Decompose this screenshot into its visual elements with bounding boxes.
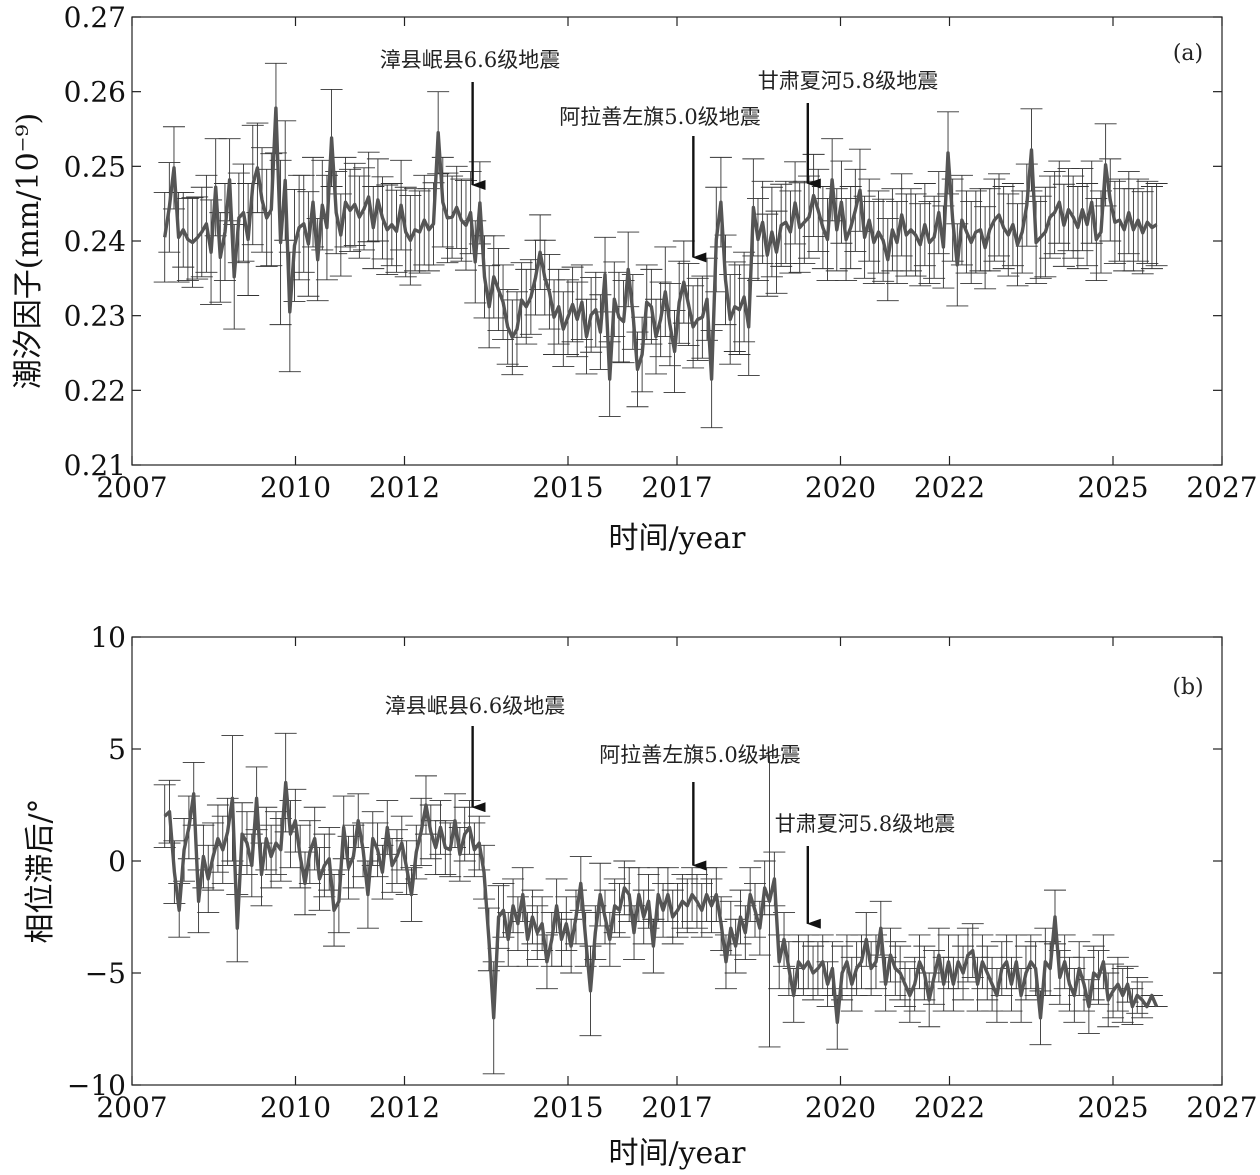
x-tick-label: 2025 xyxy=(1077,1091,1148,1124)
y-axis-title: 相位滞后/° xyxy=(23,798,58,943)
annotation-label: 阿拉善左旗5.0级地震 xyxy=(559,105,760,129)
y-tick-label: 0 xyxy=(108,845,126,878)
y-tick-label: 0.27 xyxy=(64,1,126,34)
x-tick-label: 2017 xyxy=(641,471,712,504)
y-axis-title: 潮汐因子(mm/10⁻⁹) xyxy=(11,113,46,389)
x-tick-label: 2020 xyxy=(805,1091,876,1124)
earthquake-annotation: 阿拉善左旗5.0级地震 xyxy=(559,105,761,263)
y-tick-label: 0.22 xyxy=(64,374,126,407)
x-tick-label: 2027 xyxy=(1186,1091,1257,1124)
series-line xyxy=(163,106,1158,381)
y-tick-label: 0.21 xyxy=(64,449,126,482)
x-tick-label: 2022 xyxy=(914,1091,985,1124)
x-tick-label: 2010 xyxy=(260,471,331,504)
x-tick-label: 2015 xyxy=(532,1091,603,1124)
x-tick-label: 2007 xyxy=(96,471,167,504)
x-axis-title: 时间/year xyxy=(608,1136,746,1171)
earthquake-annotation: 漳县岷县6.6级地震 xyxy=(380,48,560,190)
chart-panel-b: −10 −5 0 5 10 2007 2010 2012 2015 2017 2020 2022 202… xyxy=(23,621,1258,1171)
earthquake-annotation: 甘肃夏河5.8级地震 xyxy=(775,812,955,929)
annotation-label: 漳县岷县6.6级地震 xyxy=(380,48,560,72)
panel-label: (b) xyxy=(1172,675,1203,700)
plot-frame xyxy=(131,636,1223,1086)
x-tick-label: 2020 xyxy=(805,471,876,504)
earthquake-annotation: 漳县岷县6.6级地震 xyxy=(385,694,565,813)
x-tick-label: 2015 xyxy=(532,471,603,504)
annotation-label: 甘肃夏河5.8级地震 xyxy=(775,812,955,836)
x-axis-title: 时间/year xyxy=(608,521,746,556)
y-tick-label: 0.23 xyxy=(64,300,126,333)
annotation-label: 阿拉善左旗5.0级地震 xyxy=(599,743,800,767)
panel-label: (a) xyxy=(1173,41,1203,66)
y-tick-label: 0.25 xyxy=(64,150,126,183)
x-tick-label: 2010 xyxy=(260,1091,331,1124)
x-tick-label: 2012 xyxy=(369,1091,440,1124)
chart-panel-a: 0.21 0.22 0.23 0.24 0.25 0.26 0.27 2007 2010 2012… xyxy=(11,1,1258,556)
y-tick-label: 10 xyxy=(90,621,126,654)
y-tick-label: 5 xyxy=(108,733,126,766)
x-tick-label: 2027 xyxy=(1186,471,1257,504)
earthquake-annotation: 阿拉善左旗5.0级地震 xyxy=(599,743,801,871)
x-tick-label: 2012 xyxy=(369,471,440,504)
x-tick-label: 2017 xyxy=(641,1091,712,1124)
x-tick-label: 2007 xyxy=(96,1091,167,1124)
x-tick-label: 2025 xyxy=(1077,471,1148,504)
x-tick-label: 2022 xyxy=(914,471,985,504)
series-line xyxy=(163,780,1159,1024)
y-tick-label: −5 xyxy=(85,957,126,990)
y-tick-label: −10 xyxy=(67,1069,126,1102)
y-tick-label: 0.24 xyxy=(64,225,126,258)
annotation-label: 甘肃夏河5.8级地震 xyxy=(758,69,938,93)
y-tick-label: 0.26 xyxy=(64,76,126,109)
earthquake-annotation: 甘肃夏河5.8级地震 xyxy=(758,69,938,189)
annotation-label: 漳县岷县6.6级地震 xyxy=(385,694,565,718)
